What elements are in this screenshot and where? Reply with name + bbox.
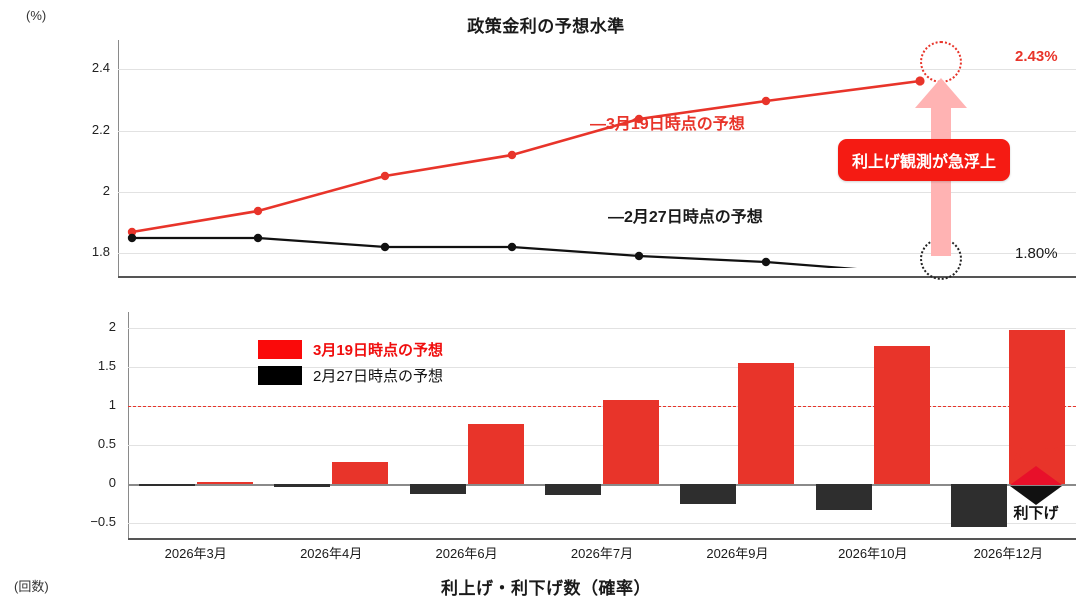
- x-tick-label: 2026年6月: [435, 546, 498, 561]
- x-tick-label: 2026年10月: [838, 546, 908, 561]
- triangle-down-icon: [1010, 485, 1062, 505]
- y-tick-label-bottom: 0.5: [97, 435, 116, 451]
- legend-item-march19: 3月19日時点の予想: [258, 336, 443, 362]
- series-label-march19: ―3月19日時点の予想: [590, 116, 745, 133]
- endpoint-highlight-red: [920, 41, 962, 83]
- bar-march19: [873, 345, 930, 484]
- y-tick-label-bottom: 2: [108, 318, 116, 334]
- y-tick-label-bottom: 0: [108, 474, 116, 490]
- bar-march19: [332, 461, 389, 484]
- legend-swatch-red: [258, 339, 302, 359]
- x-tick-label: 2026年4月: [300, 546, 363, 561]
- bar-group: [941, 320, 1076, 532]
- y-tick-label-bottom: 1: [108, 396, 116, 412]
- direction-down-label: 利下げ: [1013, 504, 1059, 522]
- bar-group: [399, 320, 534, 532]
- bar-feb27: [815, 483, 872, 511]
- x-axis-line-bottom: [128, 538, 1076, 540]
- endpoint-value-black: 1.80%: [1015, 245, 1058, 262]
- bar-group: [534, 320, 669, 532]
- bar-group: [263, 320, 398, 532]
- bar-group: [805, 320, 940, 532]
- bar-chart-legend: 3月19日時点の予想 2月27日時点の予想: [258, 336, 443, 388]
- bar-feb27: [409, 483, 466, 494]
- bar-march19: [738, 362, 795, 484]
- legend-swatch-black: [258, 365, 302, 385]
- bar-feb27: [544, 483, 601, 495]
- legend-item-feb27: 2月27日時点の予想: [258, 362, 443, 388]
- y-axis-line-bottom: [128, 312, 130, 540]
- bar-feb27: [951, 483, 1008, 527]
- page-title-bottom: 利上げ・利下げ数（確率）: [441, 579, 651, 598]
- y-axis-unit-top: (%): [26, 8, 47, 23]
- gridline: [128, 444, 1076, 446]
- bar-group: [670, 320, 805, 532]
- zero-line: [128, 483, 1076, 486]
- direction-up-label: 利上げ: [1013, 447, 1059, 464]
- bar-plot-area: [128, 320, 1076, 532]
- policy-rate-forecast-panel: 政策金利の予想水準 (%): [0, 0, 1092, 284]
- bar-march19: [602, 400, 659, 484]
- gridline: [128, 366, 1076, 368]
- triangle-up-icon: [1010, 465, 1062, 485]
- bar-march19: [1009, 330, 1066, 484]
- bar-march19: [467, 423, 524, 484]
- x-tick-label: 2026年9月: [706, 546, 769, 561]
- y-tick-label-top: 2.2: [91, 121, 110, 137]
- callout-rate-hike-expectation: 利上げ観測が急浮上: [838, 139, 1011, 181]
- bar-feb27: [680, 483, 737, 504]
- gridline: [128, 522, 1076, 524]
- direction-markers: 利上げ 利下げ: [988, 447, 1084, 522]
- y-tick-label-top: 1.8: [91, 243, 110, 259]
- y-tick-label-bottom: −0.5: [90, 513, 116, 529]
- forecast-line-series: [127, 76, 925, 268]
- y-axis-unit-bottom: (回数): [14, 579, 49, 594]
- y-tick-label-top: 2.4: [91, 60, 110, 76]
- legend-label-feb27: 2月27日時点の予想: [313, 367, 444, 385]
- gridline: [128, 327, 1076, 329]
- bar-march19: [196, 481, 253, 484]
- y-tick-label-bottom: 1.5: [97, 357, 116, 373]
- endpoint-value-red: 2.43%: [1015, 48, 1058, 65]
- reference-line: [128, 405, 1076, 407]
- x-tick-label: 2026年3月: [164, 546, 227, 561]
- page-title-top: 政策金利の予想水準: [467, 17, 625, 36]
- gridline: [118, 191, 1076, 193]
- x-axis-line-top: [118, 276, 1076, 278]
- y-tick-label-top: 2: [102, 182, 110, 198]
- x-tick-label: 2026年7月: [570, 546, 634, 561]
- bar-feb27: [274, 483, 331, 487]
- y-axis-line-top: [118, 40, 120, 276]
- legend-label-march19: 3月19日時点の予想: [313, 341, 444, 359]
- x-tick-label: 2026年12月: [973, 546, 1043, 561]
- bar-group: [128, 320, 263, 532]
- gridline: [118, 69, 1076, 71]
- series-label-feb27: ―2月27日時点の予想: [608, 209, 763, 226]
- bar-feb27: [138, 483, 195, 486]
